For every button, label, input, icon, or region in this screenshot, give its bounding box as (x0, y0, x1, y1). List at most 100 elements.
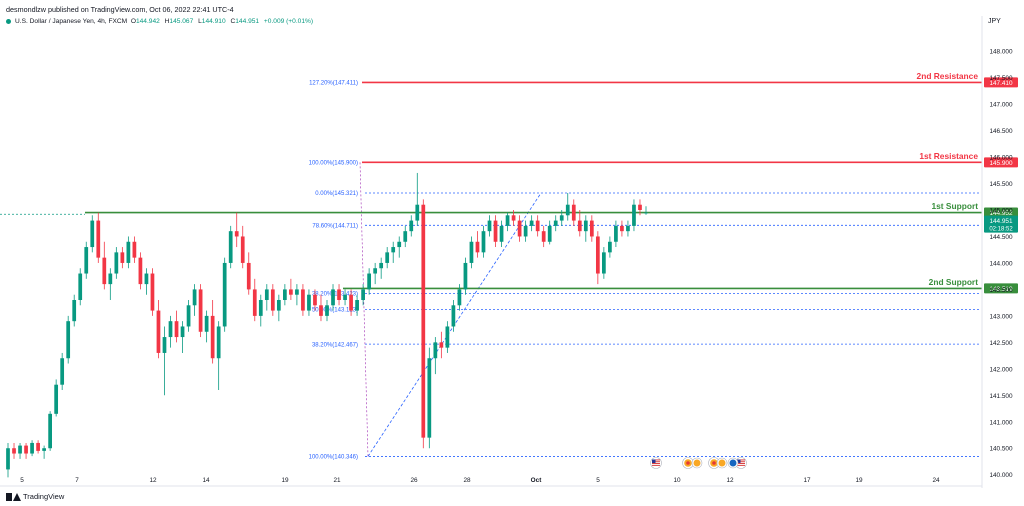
candle-body (577, 220, 582, 232)
candle-body (361, 289, 365, 300)
candle-body (192, 289, 197, 306)
fib-level-label: 78.60%(144.711) (312, 224, 358, 230)
candle (614, 220, 618, 248)
candle-body (541, 231, 546, 242)
y-tick-label: 142.500 (989, 340, 1013, 347)
candle (541, 225, 546, 248)
candle (457, 284, 462, 311)
symbol-name: U.S. Dollar / Japanese Yen, 4h, FXCM (15, 18, 128, 25)
candle (529, 215, 534, 232)
candle-body (451, 305, 456, 327)
candle (307, 289, 311, 316)
current-price-tag (984, 215, 1018, 233)
candle (361, 284, 365, 306)
candle (276, 294, 281, 322)
tradingview-logo[interactable]: TradingView (6, 492, 64, 501)
candle (355, 294, 359, 316)
candle (204, 310, 209, 343)
y-tick-label: 147.000 (989, 102, 1013, 109)
x-tick-label: 14 (202, 477, 210, 484)
candle (102, 241, 107, 290)
candle (18, 442, 22, 459)
candle (469, 236, 474, 269)
fib-level-label: 100.00%(145.900) (309, 161, 358, 167)
candle (620, 220, 624, 237)
support-resistance-levels: 2nd Resistance 147.410 1st Resistance 145.9… (0, 71, 1018, 294)
candle (367, 268, 371, 295)
candle (42, 445, 46, 459)
y-tick-label: 143.000 (989, 313, 1013, 320)
candle (433, 337, 438, 375)
candle (577, 210, 582, 237)
candle (6, 442, 10, 478)
candle (162, 326, 167, 396)
candle (313, 289, 317, 311)
candle (511, 210, 516, 226)
candle (270, 284, 275, 316)
candle (487, 215, 492, 237)
us-flag-icon[interactable]: US (650, 457, 662, 469)
us-flag-icon[interactable]: US (735, 457, 747, 469)
event-center (712, 461, 716, 465)
candle (78, 268, 83, 306)
fib-anchor-line (359, 162, 369, 457)
candle-body (445, 326, 450, 348)
candle (12, 442, 16, 459)
candle-body (523, 225, 528, 237)
candle-body (156, 310, 161, 353)
candle (373, 262, 378, 285)
tradingview-logo-icon (6, 492, 21, 501)
candle (397, 236, 402, 258)
event-icon[interactable]: E (708, 457, 720, 469)
candle (24, 442, 28, 459)
ohlc-high-value: 145.067 (169, 18, 194, 25)
symbol-legend: U.S. Dollar / Japanese Yen, 4h, FXCM O14… (6, 18, 316, 25)
candle-body (234, 231, 239, 237)
price-axis: 148.000 147.500 147.000 146.500 146.000 145.5… (981, 16, 1013, 488)
candle-body (301, 289, 305, 311)
candle-body (276, 300, 281, 311)
candle-body (90, 220, 95, 248)
candle-body (270, 289, 275, 311)
level-name-label: 1st Support (931, 201, 978, 211)
candle-body (42, 448, 46, 451)
candle-body (595, 236, 600, 274)
y-tick-label: 148.000 (989, 49, 1013, 56)
candle-body (102, 257, 107, 285)
candle (198, 284, 203, 338)
candle (505, 212, 510, 232)
flag-stripe (652, 464, 660, 466)
candle (120, 247, 125, 269)
x-tick-label: 5 (20, 477, 24, 484)
y-tick-label: 145.500 (989, 181, 1013, 188)
flag-stripe (652, 461, 660, 463)
candle (283, 284, 287, 306)
candle-body (535, 220, 540, 232)
chart-header: desmondlzw published on TradingView.com,… (0, 0, 1024, 30)
candle (258, 294, 263, 327)
event-center (686, 461, 690, 465)
candle-body (48, 413, 52, 449)
candle-body (529, 220, 534, 226)
event-extra-dot (729, 459, 737, 467)
candle-body (66, 321, 71, 359)
candle (138, 252, 143, 290)
candle (463, 257, 468, 295)
y-tick-label: 143.500 (989, 287, 1013, 294)
candle-body (343, 294, 347, 300)
candle-body (337, 289, 341, 300)
candle (349, 289, 353, 316)
candle-body (565, 204, 570, 216)
candle-body (499, 225, 504, 242)
event-icon[interactable]: E (682, 457, 694, 469)
candle (30, 440, 34, 457)
ohlc-low-value: 144.910 (201, 18, 226, 25)
candle (186, 300, 191, 332)
level-price-tag (984, 207, 1018, 218)
candle (409, 215, 414, 237)
candle-body (583, 220, 588, 232)
x-tick-label: 19 (281, 477, 289, 484)
candle (264, 284, 269, 311)
candle (337, 284, 341, 306)
